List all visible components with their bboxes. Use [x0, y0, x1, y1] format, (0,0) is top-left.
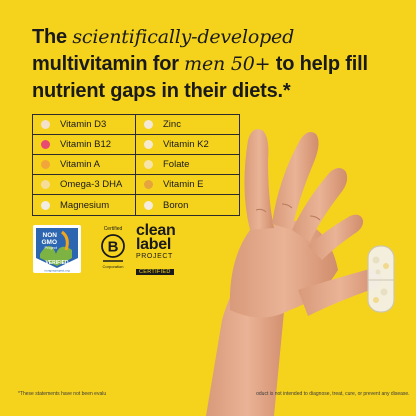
- headline: The scientifically-developed multivitami…: [32, 24, 392, 105]
- nutrient-color-dot-icon: [144, 120, 153, 129]
- nutrient-color-dot-icon: [144, 140, 153, 149]
- nutrient-color-dot-icon: [41, 120, 50, 129]
- certification-badges: NON GMO Project VERIFIED nongmoproject.o…: [32, 222, 212, 275]
- nutrient-color-dot-icon: [144, 160, 153, 169]
- headline-italic: scientifically-developed: [72, 26, 295, 48]
- nutrient-label: Vitamin E: [163, 179, 204, 190]
- disclaimer-left: *These statements have not been evalu: [18, 391, 107, 397]
- disclaimer-text: *These statements have not been evalu odu…: [18, 391, 410, 397]
- hand-holding-capsule-illustration: [206, 129, 395, 416]
- b-corp-certified-badge: Certified B Corporation: [101, 226, 125, 269]
- headline-text: The: [32, 26, 73, 48]
- headline-text: to help fill nutrient gaps in their diet…: [32, 53, 368, 102]
- nutrient-color-dot-icon: [41, 200, 50, 210]
- nutrient-item: Vitamin D3: [33, 115, 136, 135]
- nutrient-label: Vitamin B12: [60, 139, 112, 150]
- bcorp-top: Certified: [104, 226, 123, 232]
- disclaimer-right: oduct is not intended to diagnose, treat…: [256, 391, 410, 397]
- cleanlabel-certified: CERTIFIED: [136, 269, 174, 275]
- cleanlabel-word2: label: [136, 236, 171, 253]
- nutrient-item: Magnesium: [33, 195, 136, 215]
- nutrient-item: Folate: [136, 155, 239, 175]
- bcorp-letter: B: [108, 239, 119, 256]
- nutrient-item: Vitamin A: [33, 155, 136, 175]
- nutrient-color-dot-icon: [41, 140, 50, 149]
- nutrient-label: Vitamin A: [60, 159, 100, 170]
- nutrient-item: Boron: [136, 195, 239, 215]
- nutrient-color-dot-icon: [144, 180, 153, 189]
- bcorp-bottom: Corporation: [103, 264, 124, 269]
- nutrient-label: Boron: [163, 199, 189, 211]
- nutrient-color-dot-icon: [144, 200, 153, 210]
- nutrient-item: Vitamin B12: [33, 135, 136, 155]
- nongmo-line4: VERIFIED: [45, 260, 68, 266]
- nutrient-item: Zinc: [136, 115, 239, 135]
- cleanlabel-word1: clean: [136, 222, 176, 239]
- nutrient-label: Vitamin D3: [60, 119, 107, 130]
- nongmo-url: nongmoproject.org: [44, 269, 69, 273]
- nongmo-line2: GMO: [41, 239, 57, 246]
- non-gmo-verified-badge: NON GMO Project VERIFIED nongmoproject.o…: [33, 225, 81, 273]
- nutrient-color-dot-icon: [41, 160, 50, 169]
- cleanlabel-project: PROJECT: [136, 253, 173, 260]
- nutrient-color-dot-icon: [41, 180, 50, 189]
- nutrient-table: Vitamin D3 Zinc Vitamin B12 Vitamin K2 Vitam…: [32, 114, 240, 216]
- headline-text: multivitamin for: [32, 53, 185, 75]
- nutrient-item: Vitamin E: [136, 175, 239, 195]
- nongmo-line1: NON: [43, 232, 58, 239]
- nutrient-item: Vitamin K2: [136, 135, 239, 155]
- nutrient-label: Folate: [163, 159, 190, 170]
- clean-label-project-badge: clean label PROJECT CERTIFIED: [136, 222, 200, 275]
- nutrient-label: Magnesium: [60, 199, 110, 211]
- nutrient-label: Vitamin K2: [163, 139, 209, 150]
- nutrient-item: Omega-3 DHA: [33, 175, 136, 195]
- headline-italic: men 50+: [184, 53, 271, 75]
- nongmo-line3: Project: [45, 245, 58, 250]
- nutrient-label: Omega-3 DHA: [60, 179, 123, 190]
- nutrient-label: Zinc: [163, 119, 181, 130]
